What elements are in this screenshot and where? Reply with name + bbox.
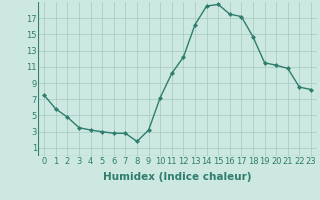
- X-axis label: Humidex (Indice chaleur): Humidex (Indice chaleur): [103, 172, 252, 182]
